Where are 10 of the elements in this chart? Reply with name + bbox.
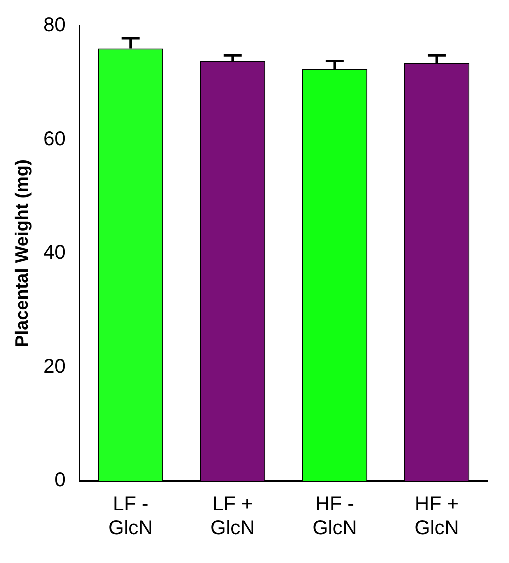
y-axis-title: Placental Weight (mg) [12, 160, 32, 348]
x-tick-label: LF + GlcN [210, 494, 256, 540]
x-tick-label: HF + GlcN [414, 494, 460, 540]
y-tick-label: 0 [54, 470, 66, 492]
y-tick-label: 40 [44, 242, 66, 264]
y-tick-label: 20 [44, 356, 66, 378]
x-tick-label: LF - GlcN [108, 494, 154, 540]
x-tick-label: HF - GlcN [312, 494, 358, 540]
y-tick-label: 60 [44, 128, 66, 150]
y-tick-label: 80 [44, 14, 66, 37]
